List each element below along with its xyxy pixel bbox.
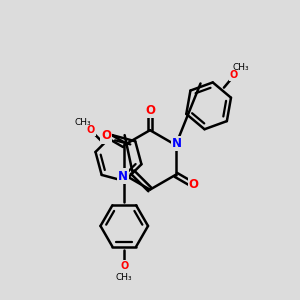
- Text: CH₃: CH₃: [75, 118, 91, 127]
- Text: N: N: [172, 137, 182, 150]
- Text: CH₃: CH₃: [116, 273, 133, 282]
- Text: O: O: [230, 70, 238, 80]
- Text: O: O: [145, 104, 155, 117]
- Text: O: O: [189, 178, 199, 191]
- Text: CH₃: CH₃: [232, 63, 249, 72]
- Text: N: N: [118, 169, 128, 183]
- Text: O: O: [120, 261, 128, 271]
- Text: O: O: [101, 130, 111, 142]
- Text: O: O: [86, 125, 94, 135]
